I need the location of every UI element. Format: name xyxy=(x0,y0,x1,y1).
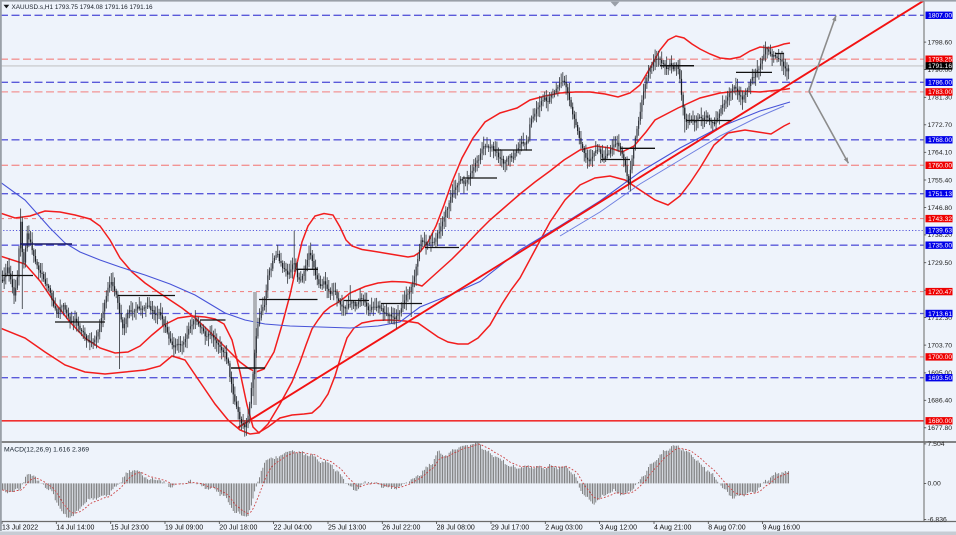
svg-text:29 Jul 17:00: 29 Jul 17:00 xyxy=(491,525,529,532)
svg-text:4 Aug 21:00: 4 Aug 21:00 xyxy=(654,525,691,532)
svg-text:1783.00: 1783.00 xyxy=(928,89,952,96)
svg-text:1791.16: 1791.16 xyxy=(928,63,952,70)
svg-text:28 Jul 08:00: 28 Jul 08:00 xyxy=(437,525,475,532)
svg-text:9 Aug 16:00: 9 Aug 16:00 xyxy=(763,525,800,532)
svg-text:1700.00: 1700.00 xyxy=(928,354,952,361)
svg-text:19 Jul 09:00: 19 Jul 09:00 xyxy=(165,525,203,532)
svg-text:1680.00: 1680.00 xyxy=(928,418,952,425)
svg-text:1798.60: 1798.60 xyxy=(928,39,953,46)
svg-text:1695.00: 1695.00 xyxy=(928,370,953,377)
svg-text:0.00: 0.00 xyxy=(928,481,941,488)
svg-text:1768.00: 1768.00 xyxy=(928,137,952,144)
svg-text:1772.70: 1772.70 xyxy=(928,122,953,129)
svg-text:8 Aug 07:00: 8 Aug 07:00 xyxy=(708,525,745,532)
svg-text:1712.30: 1712.30 xyxy=(928,315,953,322)
svg-text:20 Jul 18:00: 20 Jul 18:00 xyxy=(219,525,257,532)
svg-text:1693.50: 1693.50 xyxy=(928,375,952,382)
svg-text:2 Aug 03:00: 2 Aug 03:00 xyxy=(545,525,582,532)
svg-text:1781.30: 1781.30 xyxy=(928,95,953,102)
svg-text:1760.00: 1760.00 xyxy=(928,163,952,170)
svg-text:1790.00: 1790.00 xyxy=(928,67,953,74)
svg-text:26 Jul 22:00: 26 Jul 22:00 xyxy=(382,525,420,532)
svg-text:1786.00: 1786.00 xyxy=(928,80,952,87)
svg-text:1793.25: 1793.25 xyxy=(928,57,952,64)
svg-text:22 Jul 04:00: 22 Jul 04:00 xyxy=(274,525,312,532)
svg-text:-6.836: -6.836 xyxy=(928,517,947,524)
svg-text:14 Jul 14:00: 14 Jul 14:00 xyxy=(56,525,94,532)
svg-text:7.504: 7.504 xyxy=(928,441,945,448)
svg-text:MACD(12,26,9) 1.616 2.369: MACD(12,26,9) 1.616 2.369 xyxy=(4,447,89,454)
svg-text:1738.20: 1738.20 xyxy=(928,232,953,239)
svg-text:XAUUSD.s,H1 1793.75 1794.08 1: XAUUSD.s,H1 1793.75 1794.08 1791.16 1791… xyxy=(12,4,153,11)
svg-text:1703.70: 1703.70 xyxy=(928,342,953,349)
svg-text:1729.50: 1729.50 xyxy=(928,260,953,267)
svg-text:1755.40: 1755.40 xyxy=(928,177,953,184)
svg-text:1751.13: 1751.13 xyxy=(928,191,952,198)
svg-text:1686.40: 1686.40 xyxy=(928,398,953,405)
svg-text:1720.47: 1720.47 xyxy=(928,289,952,296)
svg-text:13 Jul 2022: 13 Jul 2022 xyxy=(2,525,38,532)
svg-text:1735.00: 1735.00 xyxy=(928,243,952,250)
svg-text:25 Jul 13:00: 25 Jul 13:00 xyxy=(328,525,366,532)
svg-text:1677.80: 1677.80 xyxy=(928,425,953,432)
svg-text:1764.10: 1764.10 xyxy=(928,150,953,157)
svg-text:1746.80: 1746.80 xyxy=(928,205,953,212)
svg-text:15 Jul 23:00: 15 Jul 23:00 xyxy=(111,525,149,532)
svg-text:1807.00: 1807.00 xyxy=(928,13,952,20)
svg-text:1713.61: 1713.61 xyxy=(928,311,952,318)
svg-text:3 Aug 12:00: 3 Aug 12:00 xyxy=(600,525,637,532)
svg-text:1743.32: 1743.32 xyxy=(928,216,952,223)
svg-text:1739.63: 1739.63 xyxy=(928,228,952,235)
